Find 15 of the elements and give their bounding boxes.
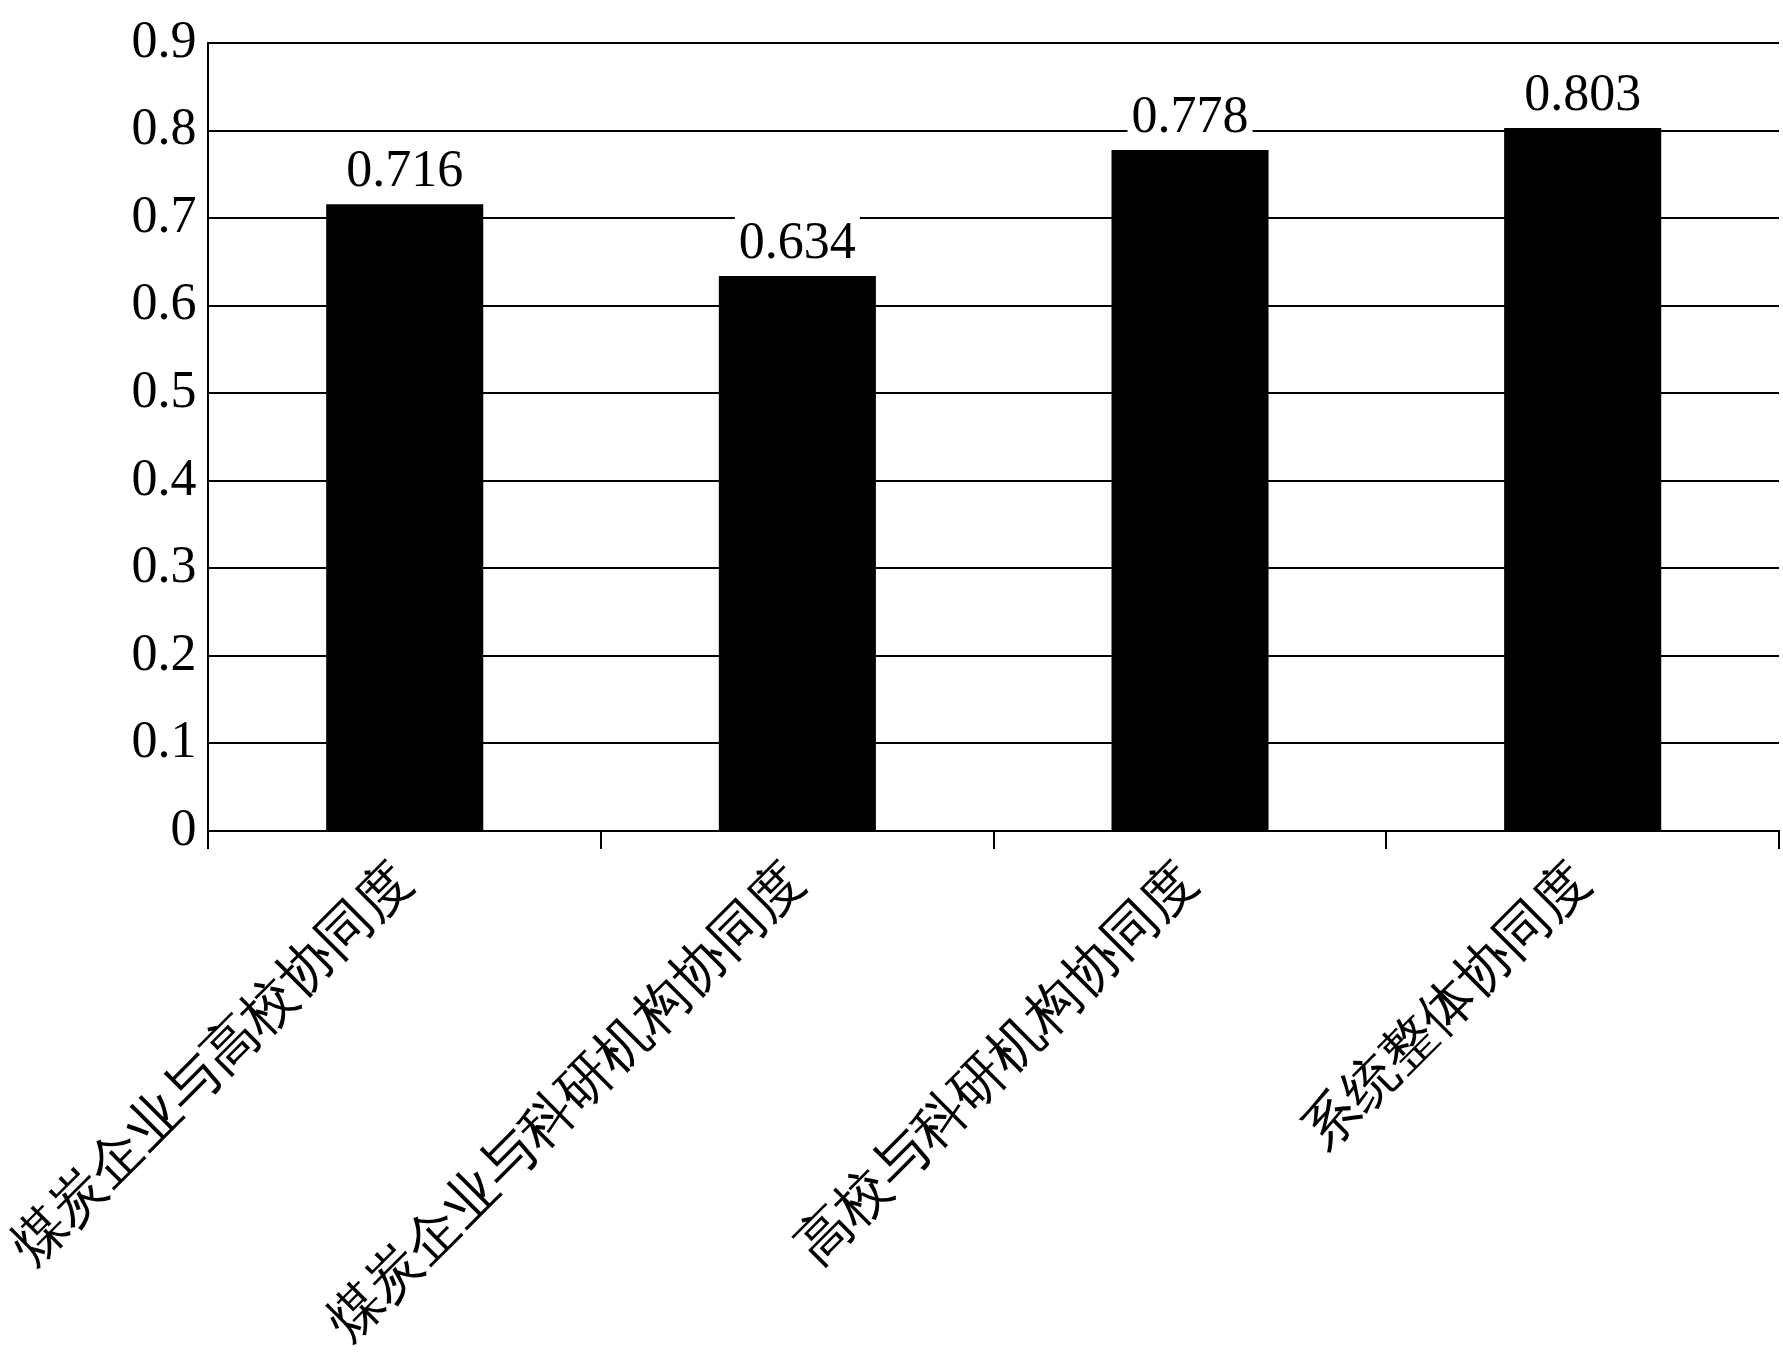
x-tick-label: 系统整体协同度 bbox=[1291, 850, 1602, 1161]
data-label: 0.634 bbox=[738, 211, 856, 269]
data-label: 0.716 bbox=[346, 139, 464, 197]
data-label: 0.778 bbox=[1131, 85, 1249, 143]
y-tick-label: 0.5 bbox=[131, 360, 197, 418]
y-tick-label: 0.2 bbox=[131, 623, 197, 681]
y-tick-label: 0.7 bbox=[131, 185, 197, 243]
data-label: 0.803 bbox=[1524, 63, 1642, 121]
y-tick-label: 0.4 bbox=[131, 448, 197, 506]
y-tick-label: 0.6 bbox=[131, 273, 197, 331]
y-tick-label: 0 bbox=[170, 798, 197, 856]
y-tick-label: 0.8 bbox=[131, 98, 197, 156]
y-tick-label: 0.9 bbox=[131, 10, 197, 68]
y-tick-label: 0.1 bbox=[131, 711, 197, 769]
y-tick-label: 0.3 bbox=[131, 536, 197, 594]
